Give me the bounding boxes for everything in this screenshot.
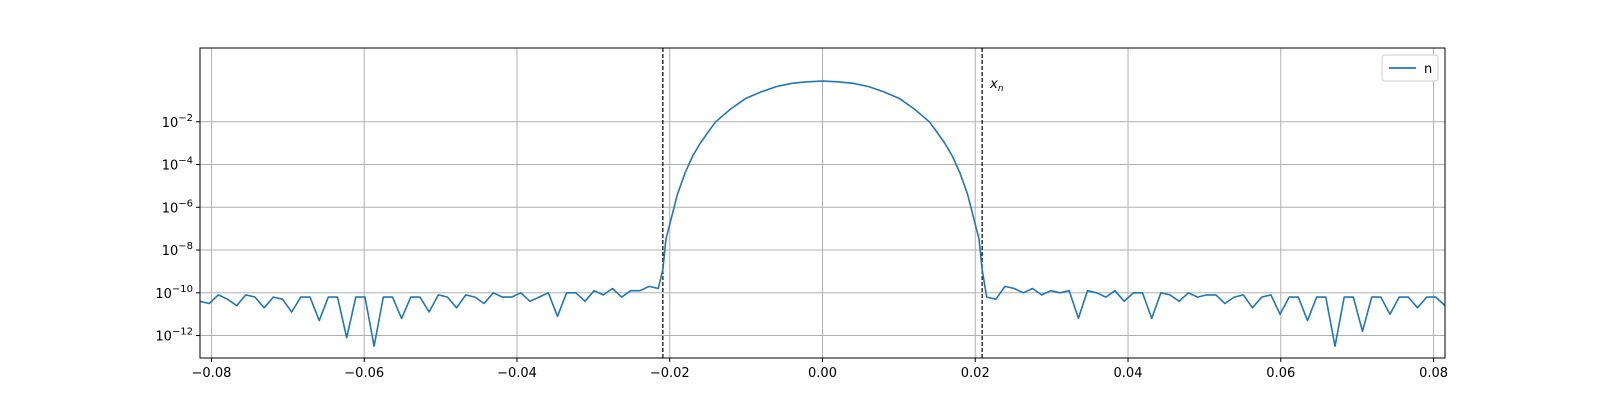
y-tick-base: 10 bbox=[155, 287, 172, 302]
y-tick-base: 10 bbox=[162, 159, 179, 174]
y-tick-exponent: −10 bbox=[172, 284, 193, 295]
y-tick-label: 10−4 bbox=[162, 156, 193, 174]
y-tick-label: 10−8 bbox=[162, 241, 193, 259]
legend-label: n bbox=[1424, 62, 1432, 77]
annotation-subscript: n bbox=[998, 84, 1004, 94]
y-tick-base: 10 bbox=[162, 244, 179, 259]
y-tick-label: 10−2 bbox=[162, 113, 193, 131]
annotation-base: x bbox=[989, 77, 998, 92]
x-tick-label: 0.06 bbox=[1266, 366, 1295, 381]
annotations-layer: xn bbox=[989, 77, 1004, 94]
y-tick-base: 10 bbox=[162, 201, 179, 216]
y-tick-label: 10−6 bbox=[162, 198, 193, 216]
vline-annotation: xn bbox=[989, 77, 1004, 94]
series-layer bbox=[199, 80, 1446, 348]
y-tick-base: 10 bbox=[162, 116, 179, 131]
x-tick-label: −0.06 bbox=[344, 366, 384, 381]
x-tick-label: −0.08 bbox=[192, 366, 232, 381]
y-tick-exponent: −8 bbox=[178, 241, 193, 252]
x-tick-label: 0.08 bbox=[1419, 366, 1448, 381]
grid-lines bbox=[200, 48, 1445, 358]
legend: n bbox=[1381, 54, 1439, 82]
y-tick-base: 10 bbox=[155, 330, 172, 345]
x-tick-label: −0.04 bbox=[497, 366, 537, 381]
y-tick-label: 10−12 bbox=[155, 327, 193, 345]
x-tick-label: 0.00 bbox=[808, 366, 837, 381]
x-tick-label: 0.02 bbox=[961, 366, 990, 381]
y-tick-exponent: −6 bbox=[178, 198, 193, 209]
x-tick-label: −0.02 bbox=[650, 366, 690, 381]
y-tick-label: 10−10 bbox=[155, 284, 193, 302]
plot-area-frame bbox=[199, 47, 1446, 359]
y-tick-exponent: −4 bbox=[178, 156, 193, 167]
y-tick-exponent: −12 bbox=[172, 327, 193, 338]
x-tick-label: 0.04 bbox=[1114, 366, 1143, 381]
y-tick-exponent: −2 bbox=[178, 113, 193, 124]
reference-lines bbox=[662, 48, 983, 358]
x-axis-ticks: −0.08 −0.06 −0.04 −0.02 0.00 0.02 0.04 0.06 0.08 bbox=[192, 358, 1448, 381]
series-line bbox=[199, 80, 1446, 348]
